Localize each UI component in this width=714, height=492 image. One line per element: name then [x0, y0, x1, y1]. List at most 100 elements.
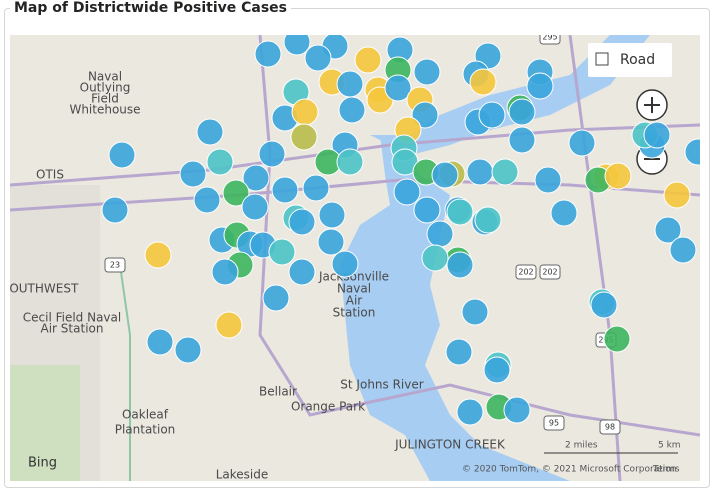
case-bubble: [526, 72, 554, 100]
road-number: 95: [549, 419, 559, 428]
case-bubble: [590, 291, 618, 319]
case-bubble: [336, 70, 364, 98]
case-bubble: [643, 121, 671, 149]
road-number: 202: [518, 268, 533, 277]
park: [10, 365, 80, 481]
place-label: OTIS: [36, 168, 64, 182]
road-shield: [104, 257, 126, 273]
river-branch: [370, 35, 650, 155]
case-bubble: [304, 44, 332, 72]
case-bubble: [354, 46, 382, 74]
scale-km: 5 km: [658, 441, 681, 451]
bing-logo: Bing: [28, 456, 57, 471]
case-bubble: [215, 311, 243, 339]
case-bubble: [338, 96, 366, 124]
highway: [568, 35, 622, 481]
road-shield: [539, 264, 561, 280]
case-bubble: [291, 98, 319, 126]
place-label: JULINGTON CREEK: [394, 438, 506, 452]
case-bubble: [254, 40, 282, 68]
case-bubble: [101, 196, 129, 224]
case-bubble: [663, 181, 691, 209]
case-bubble: [550, 199, 578, 227]
case-bubble: [491, 158, 519, 186]
case-bubble: [461, 298, 489, 326]
case-bubble: [466, 158, 494, 186]
case-bubble: [431, 161, 459, 189]
place-label: Oakleaf: [122, 408, 169, 422]
place-label: Air: [346, 294, 363, 308]
place-label: Naval: [337, 282, 371, 296]
case-bubble: [258, 140, 286, 168]
place-label: Lakeside: [216, 468, 269, 482]
style-label[interactable]: Road: [620, 52, 655, 68]
road-shield: [543, 415, 565, 431]
case-bubble: [384, 74, 412, 102]
case-bubble: [331, 250, 359, 278]
case-bubble: [413, 58, 441, 86]
road: [119, 264, 131, 481]
case-bubble: [317, 228, 345, 256]
case-bubble: [222, 179, 250, 207]
visual-frame: [4, 8, 710, 488]
case-bubble: [211, 258, 239, 286]
case-bubble: [174, 336, 202, 364]
case-bubble: [426, 220, 454, 248]
visual-title: Map of Districtwide Positive Cases: [10, 0, 291, 16]
case-bubble: [413, 196, 441, 224]
road-number: 295: [542, 35, 557, 42]
place-label: Air Station: [41, 322, 104, 336]
case-bubble: [288, 208, 316, 236]
place-label: Cecil Field Naval: [23, 311, 121, 325]
case-bubble: [478, 101, 506, 129]
case-bubble: [146, 328, 174, 356]
case-bubble: [446, 251, 474, 279]
road-shield: [515, 264, 537, 280]
case-bubble: [290, 123, 318, 151]
scale-miles: 2 miles: [565, 441, 598, 451]
case-bubble: [271, 176, 299, 204]
place-label: Orange Park: [291, 400, 365, 414]
case-bubble: [193, 186, 221, 214]
case-bubble: [268, 238, 296, 266]
case-bubble: [242, 164, 270, 192]
place-label: Plantation: [115, 423, 176, 437]
road-number: 98: [605, 423, 615, 432]
place-label: Whitehouse: [69, 103, 140, 117]
road-shield: [539, 35, 561, 45]
case-bubble: [669, 236, 697, 264]
case-bubble: [503, 396, 531, 424]
place-label: Station: [333, 306, 376, 320]
case-bubble: [445, 338, 473, 366]
place-label: Field: [91, 92, 119, 106]
case-bubble: [336, 148, 364, 176]
case-bubble: [568, 129, 596, 157]
map: Road NavalOutlyingFieldWhitehouseOTISSOU…: [10, 35, 700, 481]
place-label: Outlying: [80, 81, 131, 95]
place-label: Naval: [88, 70, 122, 84]
case-bubble: [684, 138, 700, 166]
river: [340, 135, 570, 481]
copyright: © 2020 TomTom, © 2021 Microsoft Corporat…: [462, 465, 676, 475]
case-bubble: [421, 244, 449, 272]
case-bubble: [474, 206, 502, 234]
road-number: 23: [110, 261, 120, 270]
case-bubble: [302, 174, 330, 202]
case-bubble: [508, 126, 536, 154]
case-bubble: [411, 101, 439, 129]
case-bubble: [604, 162, 632, 190]
case-bubble: [262, 284, 290, 312]
style-button[interactable]: [588, 43, 672, 77]
case-bubble: [179, 160, 207, 188]
case-bubble: [144, 241, 172, 269]
case-bubble: [603, 325, 631, 353]
case-bubble: [654, 216, 682, 244]
case-bubble: [288, 258, 316, 286]
terms-link[interactable]: Terms: [652, 465, 680, 475]
case-bubble: [483, 356, 511, 384]
case-bubble: [283, 35, 311, 56]
place-label: Bellair: [259, 385, 297, 399]
road-shield: [599, 419, 621, 435]
